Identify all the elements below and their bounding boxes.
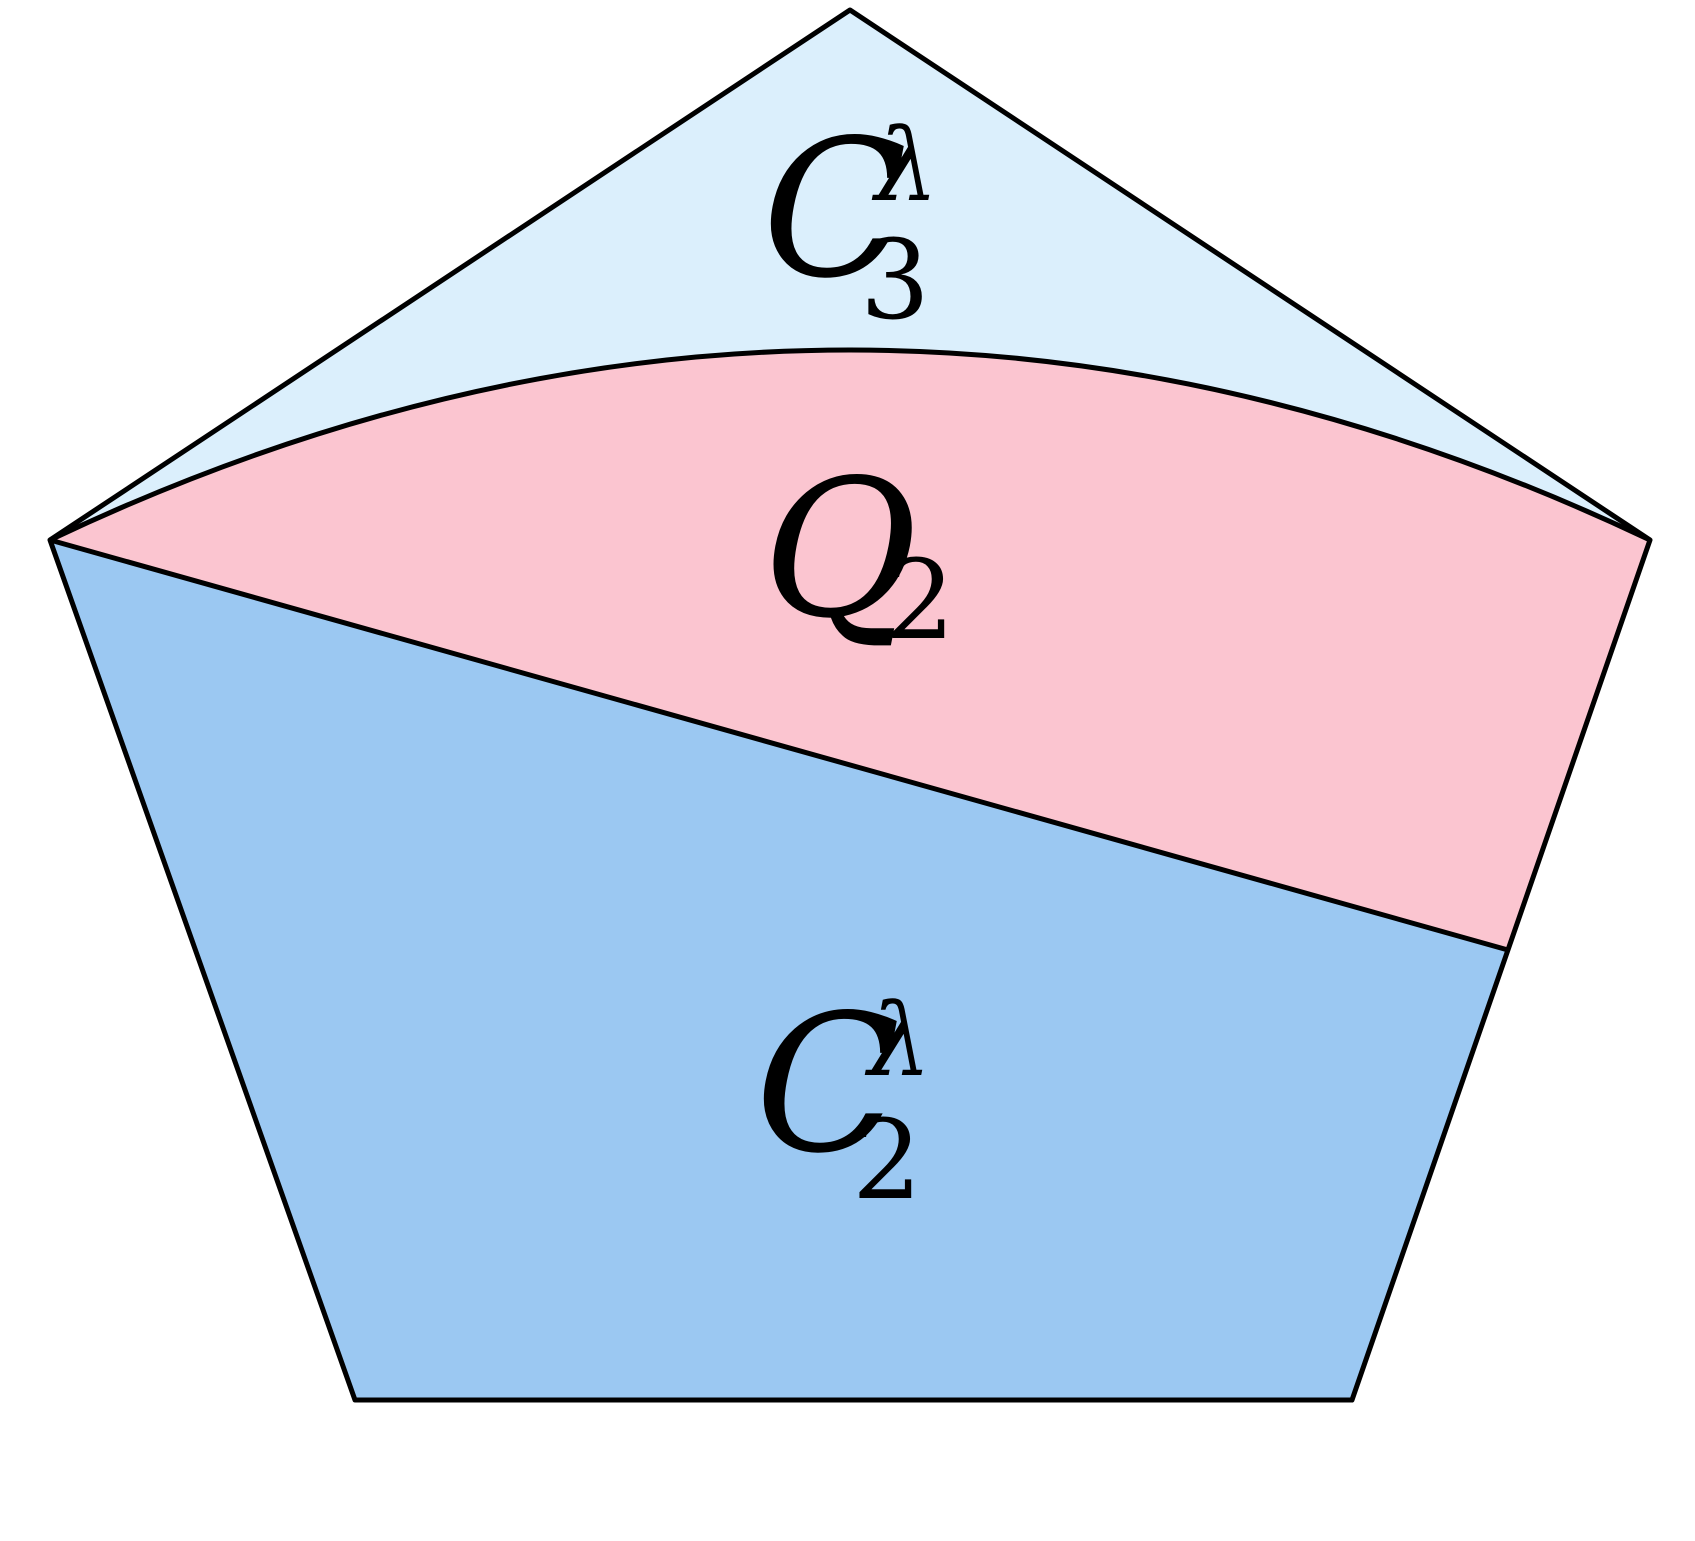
label-c2-lambda: C λ 2 (755, 974, 931, 1224)
region-c2-lambda (50, 540, 1508, 1400)
diagonal-boundary (49, 537, 1509, 953)
region-c3-lambda (50, 10, 1650, 540)
region-q2 (50, 350, 1650, 950)
label-c3-subscript: 3 (860, 216, 930, 344)
label-c2-subscript: 2 (852, 1096, 922, 1224)
label-c2-base: C (755, 974, 900, 1195)
curved-boundary (48, 347, 1652, 543)
label-c3-base: C (762, 99, 907, 320)
label-q2-subscript: 2 (885, 536, 955, 664)
label-q2: Q 2 (762, 439, 955, 664)
label-c2-superscript: λ (864, 982, 931, 1099)
pentagon-outline (47, 7, 1653, 1403)
label-c3-lambda: C λ 3 (762, 99, 938, 344)
label-q2-base: Q (762, 439, 918, 660)
label-c3-superscript: λ (871, 107, 938, 224)
